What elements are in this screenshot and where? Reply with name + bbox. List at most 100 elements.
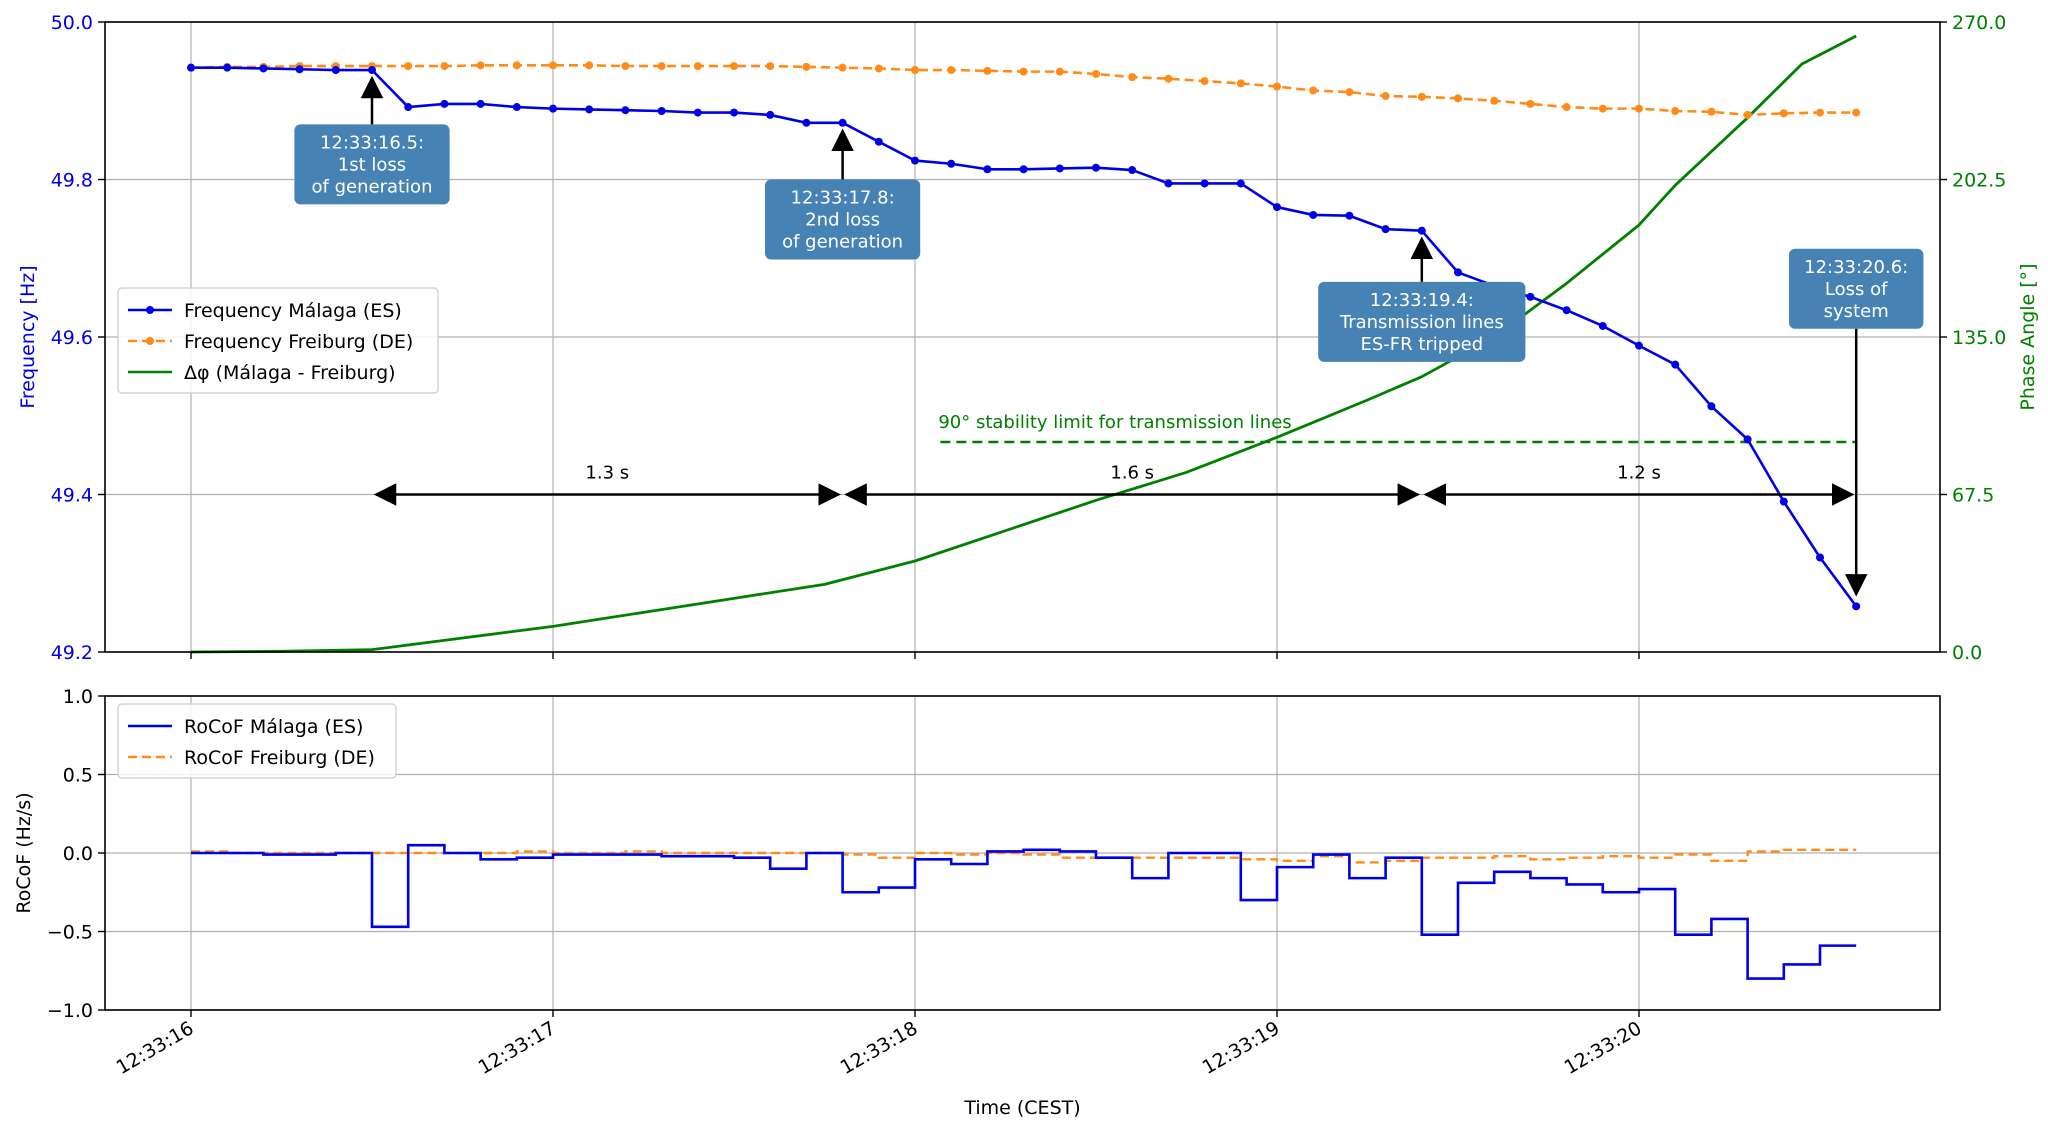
malaga-frequency-point xyxy=(730,108,738,117)
freiburg-frequency-point xyxy=(1598,104,1607,113)
malaga-frequency-point xyxy=(1598,321,1607,330)
annotation-box xyxy=(765,179,921,260)
left-y-tick-label: 49.4 xyxy=(51,485,93,507)
freiburg-frequency-point xyxy=(983,66,992,75)
right-y-tick-label: 0.0 xyxy=(1952,642,1982,664)
rocof-y-tick-label: 1.0 xyxy=(63,686,93,708)
rocof-y-tick-label: −0.5 xyxy=(47,922,93,944)
left-y-tick-label: 49.8 xyxy=(51,170,93,192)
freiburg-frequency-point xyxy=(1092,69,1100,78)
annotation-text-line: 12:33:16.5: xyxy=(320,132,424,153)
malaga-frequency-point xyxy=(1852,602,1861,611)
annotation-text-line: of generation xyxy=(782,232,903,253)
freiburg-frequency-point xyxy=(1055,67,1064,76)
annotation-text-line: 12:33:19.4: xyxy=(1370,290,1474,311)
freiburg-frequency-point xyxy=(874,64,883,73)
x-axis-label: Time (CEST) xyxy=(963,1097,1080,1119)
legend-label: Δφ (Málaga - Freiburg) xyxy=(184,362,396,384)
malaga-frequency-point xyxy=(1635,341,1643,350)
malaga-frequency-point xyxy=(259,64,268,73)
top-legend-box xyxy=(117,287,439,394)
freiburg-frequency-point xyxy=(1490,96,1499,105)
malaga-frequency-point xyxy=(1779,497,1788,506)
malaga-frequency-point xyxy=(1417,226,1426,235)
freiburg-frequency-point xyxy=(1671,106,1680,115)
legend-swatch-marker xyxy=(146,337,154,345)
rocof-y-tick-label: 0.5 xyxy=(63,765,93,787)
x-tick-label: 12:33:16 xyxy=(113,1017,198,1079)
malaga-frequency-point xyxy=(549,104,557,113)
malaga-frequency-point xyxy=(1816,553,1824,562)
malaga-frequency-point xyxy=(983,165,992,174)
x-tick-label: 12:33:19 xyxy=(1199,1017,1284,1079)
malaga-frequency-point xyxy=(1200,179,1209,188)
freiburg-frequency-point xyxy=(1852,108,1861,117)
annotation-text-line: 12:33:20.6: xyxy=(1804,257,1908,278)
right-y-tick-label: 67.5 xyxy=(1952,485,1994,507)
malaga-frequency-point xyxy=(295,65,304,74)
malaga-frequency-point xyxy=(187,63,195,72)
annotation-box xyxy=(294,124,450,205)
freiburg-frequency-point xyxy=(911,66,919,75)
freiburg-frequency-point xyxy=(1562,103,1571,112)
freiburg-frequency-point xyxy=(657,62,666,71)
freiburg-frequency-point xyxy=(1309,86,1318,95)
annotation-text-line: of generation xyxy=(312,176,433,197)
legend-label: Frequency Freiburg (DE) xyxy=(184,331,413,353)
freiburg-frequency-point xyxy=(621,62,630,71)
left-y-tick-label: 50.0 xyxy=(51,12,93,34)
malaga-frequency-point xyxy=(911,156,919,165)
malaga-frequency-point xyxy=(1743,435,1752,444)
freiburg-frequency-point xyxy=(947,66,956,75)
malaga-frequency-point xyxy=(838,118,847,127)
freiburg-frequency-point xyxy=(1200,77,1209,86)
malaga-frequency-point xyxy=(1345,211,1354,220)
freiburg-frequency-point xyxy=(1635,104,1643,113)
malaga-frequency-point xyxy=(657,106,666,115)
rocof-freiburg-line xyxy=(191,848,1857,864)
interval-label: 1.2 s xyxy=(1617,463,1661,484)
interval-label: 1.6 s xyxy=(1110,463,1154,484)
legend-label: Frequency Málaga (ES) xyxy=(184,300,402,322)
freiburg-frequency-point xyxy=(1164,74,1173,83)
freiburg-frequency-point xyxy=(838,63,847,72)
rocof-malaga-line xyxy=(191,843,1857,980)
annotation-text-line: 12:33:17.8: xyxy=(791,188,895,209)
malaga-frequency-point xyxy=(476,99,485,108)
freiburg-frequency-point xyxy=(404,62,413,71)
annotation-text-line: system xyxy=(1824,301,1889,322)
malaga-frequency-point xyxy=(1381,225,1390,234)
bottom-legend-box xyxy=(117,703,397,779)
left-y-axis-label: Frequency [Hz] xyxy=(17,265,39,408)
freiburg-frequency-point xyxy=(512,61,521,70)
right-y-tick-label: 270.0 xyxy=(1952,12,2006,34)
x-tick-label: 12:33:20 xyxy=(1561,1017,1646,1079)
malaga-frequency-point xyxy=(331,66,340,75)
malaga-frequency-point xyxy=(1055,164,1064,173)
malaga-frequency-point xyxy=(1092,163,1100,172)
left-y-tick-label: 49.2 xyxy=(51,642,93,664)
freiburg-frequency-point xyxy=(549,61,557,70)
annotation-text-line: Loss of xyxy=(1825,279,1888,300)
annotation-text-line: 2nd loss xyxy=(805,210,880,231)
freiburg-frequency-point xyxy=(440,62,449,71)
malaga-frequency-point xyxy=(223,63,232,72)
malaga-frequency-point xyxy=(404,103,413,112)
freiburg-frequency-point xyxy=(766,62,775,71)
freiburg-frequency-point xyxy=(1417,92,1426,101)
freiburg-frequency-point xyxy=(1454,94,1462,103)
malaga-frequency-point xyxy=(1671,360,1680,369)
malaga-frequency-point xyxy=(1707,402,1716,411)
malaga-frequency-point xyxy=(874,137,883,146)
annotation-text: 12:33:20.6: Loss of system xyxy=(1804,257,1908,322)
freiburg-frequency-point xyxy=(1526,99,1535,108)
malaga-frequency-point xyxy=(1019,165,1028,174)
malaga-frequency-point xyxy=(766,110,775,119)
freiburg-frequency-point xyxy=(1345,88,1354,97)
malaga-frequency-point xyxy=(1526,292,1535,301)
malaga-frequency-point xyxy=(947,159,956,168)
malaga-frequency-point xyxy=(440,99,449,108)
x-tick-label: 12:33:17 xyxy=(475,1017,560,1079)
freiburg-frequency-point xyxy=(585,61,594,70)
